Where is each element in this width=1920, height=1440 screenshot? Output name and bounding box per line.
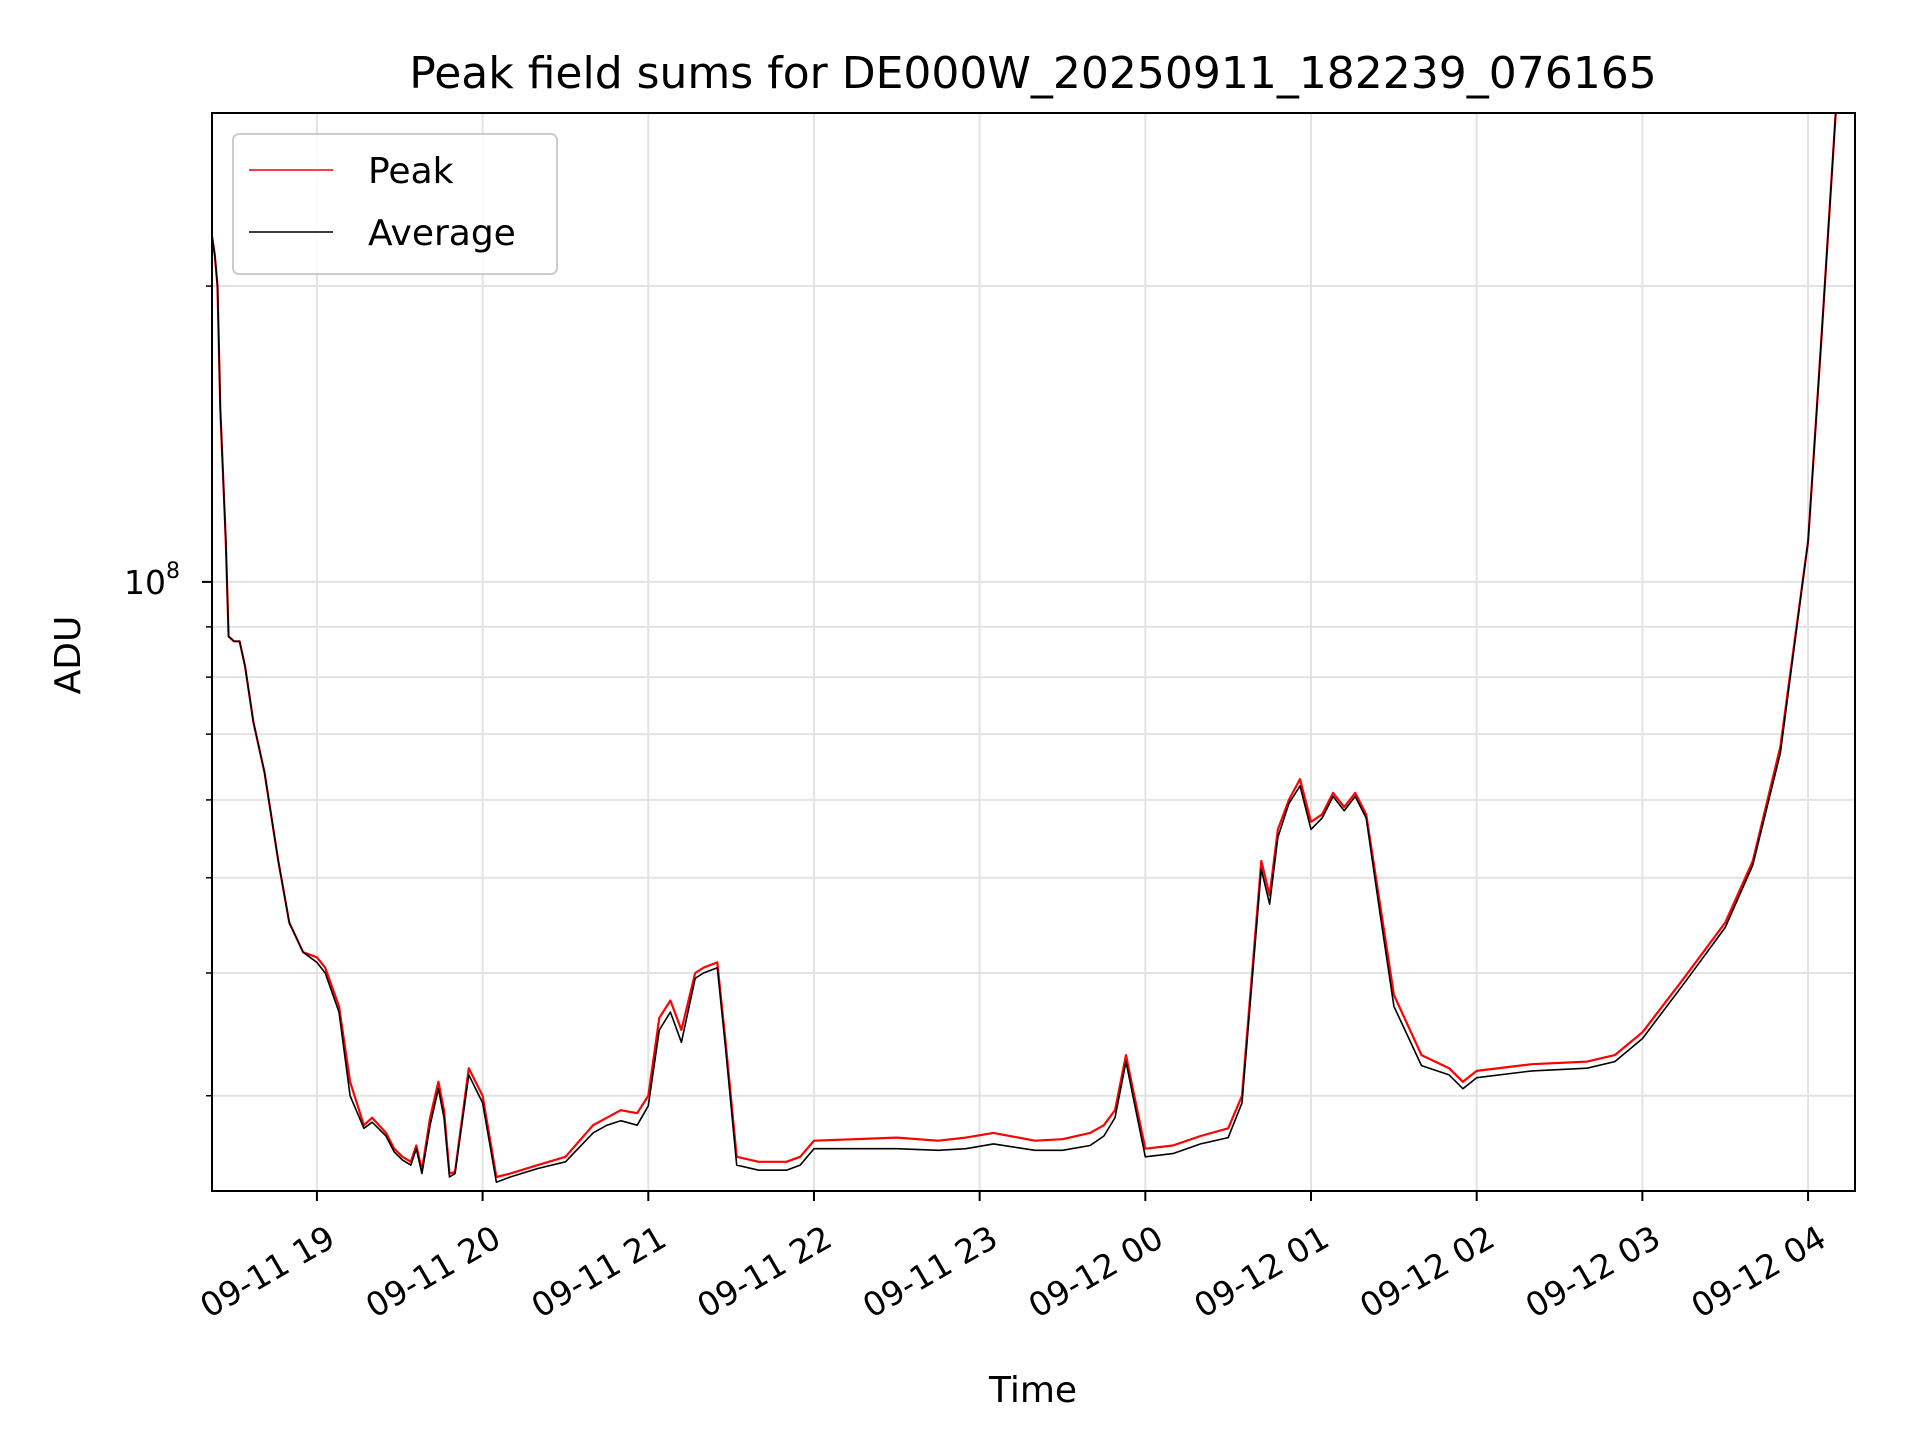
- chart-title: Peak field sums for DE000W_20250911_1822…: [409, 48, 1657, 99]
- series-line-average: [212, 113, 1837, 1183]
- legend-label-average: Average: [368, 213, 516, 254]
- y-tick-label: 108: [124, 559, 180, 602]
- legend: Peak Average: [232, 133, 558, 275]
- plot-frame: [211, 112, 1856, 1192]
- y-tick-label-exponent: 8: [166, 559, 180, 584]
- legend-box: [232, 133, 558, 275]
- y-tick-label-base: 10: [124, 563, 166, 602]
- y-axis-label: ADU: [48, 616, 89, 695]
- series-lines: [212, 113, 1837, 1183]
- grid-lines: [212, 113, 1855, 1191]
- legend-label-peak: Peak: [368, 151, 454, 192]
- x-axis-label: Time: [988, 1370, 1077, 1411]
